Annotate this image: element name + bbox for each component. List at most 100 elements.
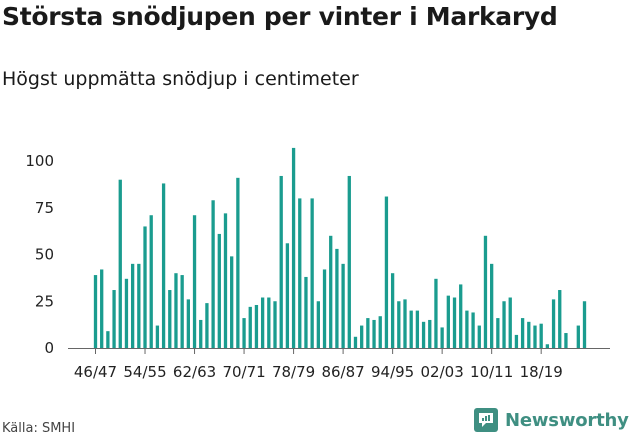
bar-61/62	[186, 299, 190, 348]
bar-67/68	[223, 213, 228, 348]
x-tick-label: 02/03	[421, 363, 464, 381]
bar-58/59	[168, 290, 172, 348]
bar-78/79	[291, 147, 296, 348]
brand-name: Newsworthy	[505, 409, 629, 431]
bar-14/15	[514, 334, 519, 348]
bars	[93, 147, 587, 348]
bar-20/21	[551, 299, 556, 348]
bar-80/81	[304, 276, 308, 348]
bar-93/94	[384, 196, 389, 348]
bar-undefined	[582, 301, 587, 348]
bar-88/89	[353, 336, 358, 348]
bar-49/50	[112, 290, 116, 348]
bar-68/69	[230, 256, 234, 348]
bar-06/07	[465, 310, 469, 348]
newsworthy-logo-icon	[474, 408, 498, 432]
chart-subtitle: Högst uppmätta snödjup i centimeter	[2, 68, 359, 90]
x-tick-label: 54/55	[123, 363, 166, 381]
bar-62/63	[192, 215, 197, 348]
bar-53/54	[137, 263, 141, 348]
x-tick-label: 46/47	[74, 363, 117, 381]
bar-99/00	[421, 321, 426, 348]
x-tick-label: 70/71	[222, 363, 265, 381]
x-tick-label: 62/63	[173, 363, 216, 381]
bar-84/85	[329, 235, 333, 348]
bar-87/88	[347, 175, 351, 348]
bar-08/09	[477, 325, 481, 348]
bar-85/86	[335, 248, 339, 348]
bar-51/52	[124, 278, 129, 348]
bar-04/05	[452, 297, 457, 348]
bar-76/77	[279, 175, 283, 348]
y-tick-label: 100	[25, 152, 54, 170]
bar-94/95	[390, 273, 395, 348]
bar-91/92	[372, 319, 376, 348]
bar-03/04	[446, 295, 450, 348]
bar-59/60	[174, 273, 178, 348]
bar-09/10	[483, 235, 488, 348]
bar-02/03	[440, 327, 444, 348]
y-tick-label: 50	[35, 246, 54, 264]
bar-55/56	[149, 215, 153, 348]
bar-95/96	[397, 301, 401, 348]
bar-63/64	[199, 319, 203, 348]
newsworthy-brand: Newsworthy	[474, 407, 629, 433]
bar-90/91	[366, 318, 370, 348]
bar-05/06	[459, 284, 463, 348]
bar-98/99	[415, 310, 420, 348]
bar-82/83	[316, 301, 320, 348]
bar-92/93	[378, 316, 382, 348]
bar-undefined	[576, 325, 580, 348]
bar-72/73	[254, 304, 259, 348]
bar-56/57	[155, 325, 160, 348]
bar-96/97	[403, 299, 407, 348]
bar-16/17	[527, 321, 531, 348]
bar-15/16	[520, 318, 525, 348]
x-tick-label: 18/19	[520, 363, 563, 381]
bar-47/48	[100, 269, 104, 348]
bar-21/22	[558, 290, 562, 348]
bar-22/23	[564, 333, 568, 348]
x-tick-label: 94/95	[371, 363, 414, 381]
bar-86/87	[341, 263, 345, 348]
bar-50/51	[118, 179, 122, 348]
bar-89/90	[360, 325, 364, 348]
bar-48/49	[106, 331, 110, 348]
chart-title: Största snödjupen per vinter i Markaryd	[2, 2, 558, 31]
bar-01/02	[434, 278, 438, 348]
bar-79/80	[298, 198, 302, 348]
bar-70/71	[242, 318, 246, 348]
bar-74/75	[267, 297, 271, 348]
bar-54/55	[143, 226, 147, 348]
bar-17/18	[533, 325, 537, 348]
bar-83/84	[322, 269, 327, 348]
bar-60/61	[180, 275, 184, 348]
bar-19/20	[545, 344, 550, 348]
bar-81/82	[310, 198, 314, 348]
bar-11/12	[496, 318, 500, 348]
x-tick-label: 86/87	[321, 363, 364, 381]
x-tick-label: 78/79	[272, 363, 315, 381]
bar-64/65	[205, 303, 209, 348]
bar-18/19	[539, 323, 543, 348]
bar-07/08	[471, 312, 475, 348]
x-axis-ticks	[95, 349, 542, 354]
bar-52/53	[130, 263, 135, 348]
y-tick-label: 25	[35, 292, 54, 310]
bar-75/76	[273, 301, 277, 348]
bar-73/74	[260, 297, 265, 348]
bar-00/01	[428, 319, 432, 348]
bar-66/67	[217, 233, 221, 348]
bar-46/47	[93, 275, 98, 348]
y-tick-label: 0	[44, 339, 54, 357]
bar-57/58	[161, 183, 166, 348]
bar-69/70	[236, 177, 240, 348]
bar-71/72	[248, 306, 252, 348]
bar-10/11	[490, 263, 494, 348]
bar-12/13	[502, 301, 506, 348]
y-axis-labels: 0 25 50 75 100	[25, 152, 54, 357]
y-tick-label: 75	[35, 199, 54, 217]
source-note: Källa: SMHI	[2, 421, 76, 436]
x-axis-labels: 46/47 54/55 62/63 70/71 78/79 86/87 94/95 02/03…	[74, 363, 563, 381]
